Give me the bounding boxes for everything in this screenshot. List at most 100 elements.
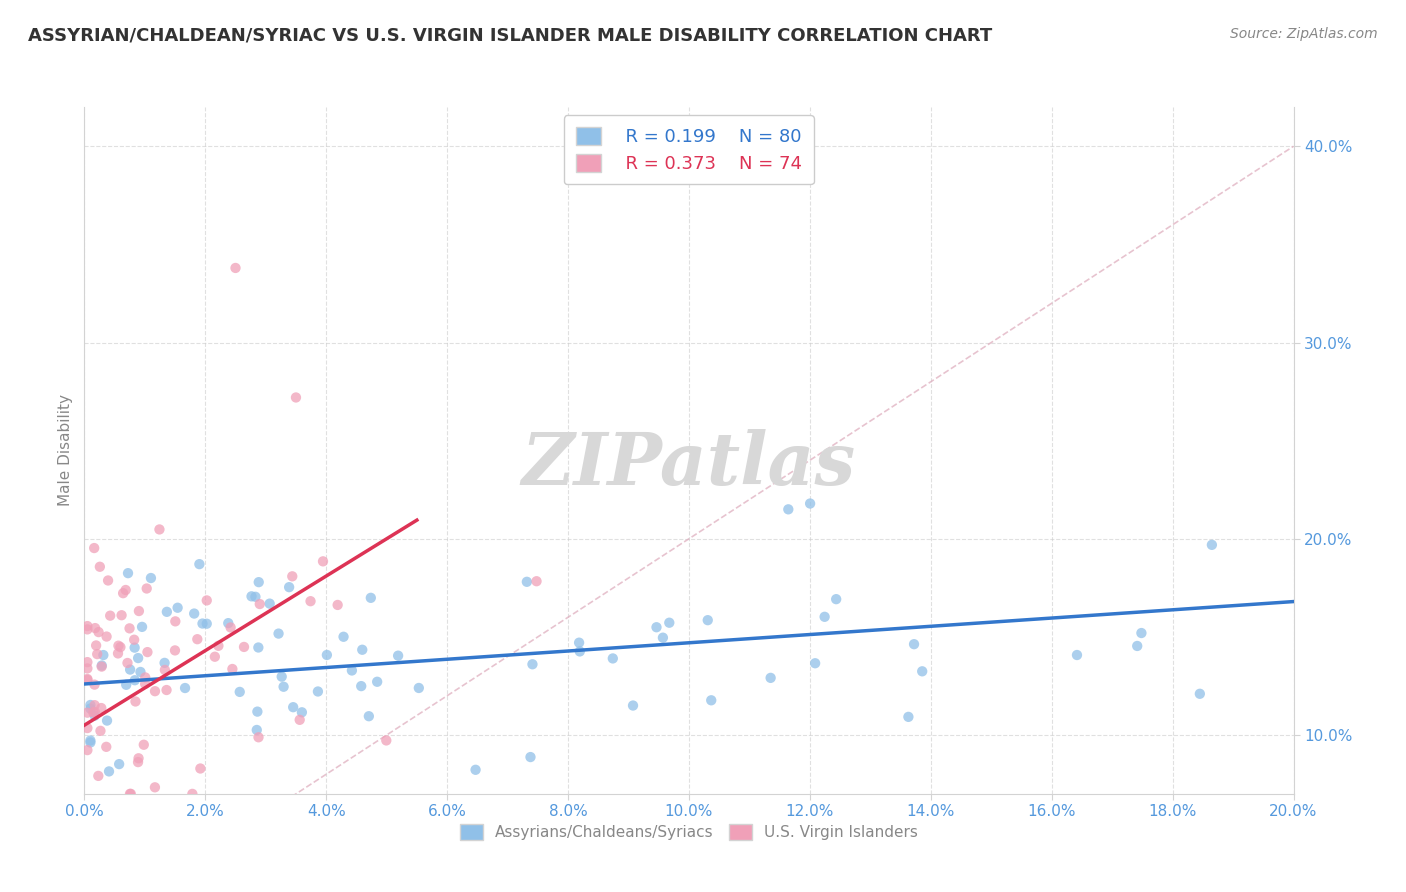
Point xyxy=(281,569,304,583)
Point xyxy=(911,665,934,679)
Point xyxy=(1188,687,1211,701)
Legend: Assyrians/Chaldeans/Syriacs, U.S. Virgin Islanders: Assyrians/Chaldeans/Syriacs, U.S. Virgin… xyxy=(453,817,925,848)
Point xyxy=(79,701,101,715)
Point xyxy=(76,673,98,687)
Point xyxy=(114,582,136,597)
Point xyxy=(79,735,101,749)
Point xyxy=(245,590,267,604)
Point xyxy=(568,644,591,658)
Point xyxy=(326,598,349,612)
Point xyxy=(814,609,837,624)
Point xyxy=(89,723,111,738)
Point xyxy=(225,260,247,275)
Point xyxy=(76,619,98,633)
Point xyxy=(658,615,681,630)
Point xyxy=(107,647,129,661)
Point xyxy=(108,757,131,772)
Point xyxy=(273,680,295,694)
Point xyxy=(122,632,145,647)
Point xyxy=(897,710,920,724)
Point xyxy=(312,554,335,568)
Point xyxy=(76,655,98,669)
Point xyxy=(135,582,157,596)
Point xyxy=(129,665,152,679)
Point xyxy=(117,656,139,670)
Point xyxy=(76,721,98,735)
Point xyxy=(903,637,925,651)
Point xyxy=(219,620,242,634)
Point xyxy=(79,698,101,712)
Point xyxy=(83,698,105,713)
Point xyxy=(240,590,263,604)
Point xyxy=(568,635,591,649)
Point xyxy=(285,391,308,405)
Point xyxy=(229,685,252,699)
Point xyxy=(153,656,176,670)
Point xyxy=(86,647,108,661)
Point xyxy=(186,632,208,647)
Point xyxy=(1066,648,1088,662)
Point xyxy=(526,574,548,589)
Point xyxy=(117,566,139,581)
Point xyxy=(120,663,142,677)
Point xyxy=(181,787,204,801)
Point xyxy=(350,679,373,693)
Point xyxy=(759,671,782,685)
Point xyxy=(107,639,129,653)
Point xyxy=(340,664,363,678)
Point xyxy=(134,670,156,684)
Point xyxy=(143,780,166,795)
Point xyxy=(110,608,132,623)
Point xyxy=(132,738,155,752)
Point xyxy=(332,630,354,644)
Point xyxy=(825,592,848,607)
Point xyxy=(84,621,107,635)
Point xyxy=(247,731,270,745)
Point xyxy=(259,597,281,611)
Point xyxy=(270,670,292,684)
Point xyxy=(246,723,269,737)
Point xyxy=(183,607,205,621)
Point xyxy=(247,640,270,655)
Point xyxy=(165,615,187,629)
Text: Source: ZipAtlas.com: Source: ZipAtlas.com xyxy=(1230,27,1378,41)
Point xyxy=(299,594,322,608)
Point xyxy=(90,658,112,673)
Point xyxy=(1130,626,1153,640)
Point xyxy=(804,657,827,671)
Point xyxy=(84,639,107,653)
Point xyxy=(267,626,290,640)
Point xyxy=(645,620,668,634)
Point xyxy=(76,623,98,637)
Point xyxy=(98,764,121,779)
Point xyxy=(166,600,188,615)
Point xyxy=(79,733,101,747)
Point xyxy=(87,625,110,640)
Point xyxy=(76,743,98,757)
Point xyxy=(148,523,170,537)
Point xyxy=(153,663,176,677)
Point xyxy=(118,787,141,801)
Point xyxy=(408,681,430,695)
Point xyxy=(83,708,105,723)
Point xyxy=(131,620,153,634)
Point xyxy=(1201,538,1223,552)
Point xyxy=(139,571,162,585)
Point xyxy=(191,616,214,631)
Point xyxy=(136,645,159,659)
Point xyxy=(283,700,305,714)
Point xyxy=(143,684,166,698)
Point xyxy=(516,574,538,589)
Point xyxy=(207,639,229,653)
Text: ASSYRIAN/CHALDEAN/SYRIAC VS U.S. VIRGIN ISLANDER MALE DISABILITY CORRELATION CHA: ASSYRIAN/CHALDEAN/SYRIAC VS U.S. VIRGIN … xyxy=(28,27,993,45)
Point xyxy=(375,733,398,747)
Point xyxy=(1126,639,1149,653)
Point xyxy=(115,678,138,692)
Point xyxy=(464,763,486,777)
Point xyxy=(696,613,718,627)
Point xyxy=(799,496,821,510)
Point xyxy=(156,605,179,619)
Point xyxy=(98,608,121,623)
Point xyxy=(127,651,149,665)
Point xyxy=(76,672,98,686)
